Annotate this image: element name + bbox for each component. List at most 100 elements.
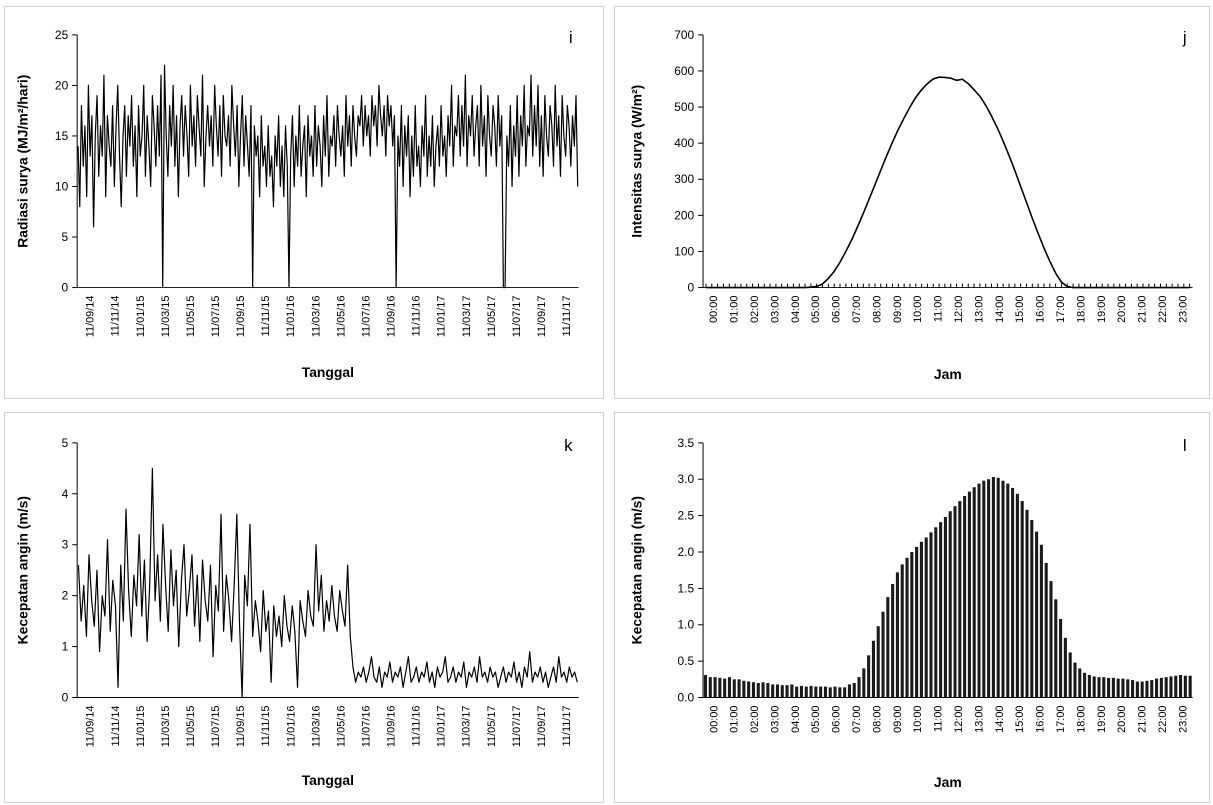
y-tick-label: 2.5 bbox=[678, 509, 695, 523]
x-tick-label: 12:00 bbox=[953, 296, 965, 323]
x-tick-label: 00:00 bbox=[708, 705, 720, 732]
panel-letter: j bbox=[1182, 28, 1187, 47]
y-axis-title: Intensitas surya (W/m²) bbox=[628, 85, 644, 238]
chart-panel-i: 0 5 10 15 20 25 11/09/14 11/11/14 11/01/15 11/03/… bbox=[4, 6, 604, 399]
x-tick-label: 11/09/14 bbox=[85, 705, 97, 747]
bar bbox=[780, 685, 784, 698]
y-tick-label: 3.5 bbox=[678, 436, 695, 450]
bar bbox=[1179, 674, 1183, 698]
x-axis-title: Tanggal bbox=[302, 772, 354, 788]
y-tick-label: 2 bbox=[62, 589, 69, 603]
bar bbox=[1030, 519, 1034, 698]
bar bbox=[948, 511, 952, 698]
bar bbox=[766, 682, 770, 698]
x-tick-label: 11/09/15 bbox=[235, 705, 247, 747]
x-tick-label: 11/01/16 bbox=[285, 296, 297, 338]
y-tick-label: 300 bbox=[674, 172, 694, 186]
x-tick-label: 06:00 bbox=[831, 296, 843, 323]
x-tick-label: 11/05/17 bbox=[486, 296, 498, 338]
bar bbox=[905, 557, 909, 698]
bar bbox=[1121, 678, 1125, 698]
bar bbox=[790, 684, 794, 698]
y-tick-label: 4 bbox=[62, 487, 69, 501]
x-tick-label: 12:00 bbox=[953, 705, 965, 732]
x-tick-label: 11/09/15 bbox=[235, 296, 247, 338]
x-tick-label: 20:00 bbox=[1116, 705, 1128, 732]
y-tick-label: 100 bbox=[674, 244, 694, 258]
bar bbox=[881, 611, 885, 698]
bar bbox=[828, 687, 832, 698]
x-tick-label: 05:00 bbox=[810, 296, 822, 323]
x-tick-label: 10:00 bbox=[912, 705, 924, 732]
y-tick-label: 400 bbox=[674, 136, 694, 150]
chart-panel-l: 0.0 0.5 1.0 1.5 2.0 2.5 3.0 3.5 00:00 01:00 02:00 0… bbox=[614, 412, 1210, 803]
bar bbox=[929, 532, 933, 698]
bar bbox=[857, 677, 861, 698]
x-tick-label: 17:00 bbox=[1055, 296, 1067, 323]
x-tick-label: 11/01/17 bbox=[436, 296, 448, 338]
x-tick-label: 11/05/15 bbox=[185, 705, 197, 747]
bar bbox=[958, 501, 962, 698]
bar bbox=[713, 677, 717, 698]
bar bbox=[1092, 676, 1096, 698]
bar bbox=[876, 626, 880, 698]
x-tick-label: 01:00 bbox=[729, 705, 741, 732]
bar bbox=[987, 479, 991, 698]
bar bbox=[1035, 531, 1039, 698]
bar bbox=[804, 686, 808, 698]
x-tick-label: 22:00 bbox=[1157, 705, 1169, 732]
bar bbox=[939, 522, 943, 698]
x-tick-label: 11/09/17 bbox=[536, 296, 548, 338]
bar bbox=[1164, 677, 1168, 698]
bar bbox=[934, 527, 938, 698]
x-tick-label: 11/11/14 bbox=[110, 705, 122, 746]
bar bbox=[1078, 668, 1082, 698]
x-tick-label: 07:00 bbox=[851, 296, 863, 323]
bar bbox=[843, 687, 847, 698]
bar bbox=[991, 477, 995, 698]
y-tick-label: 1.5 bbox=[678, 581, 695, 595]
series-line bbox=[705, 76, 1190, 289]
y-tick-label: 3 bbox=[62, 538, 69, 552]
bar bbox=[1039, 544, 1043, 698]
chart-i-svg: 0 5 10 15 20 25 11/09/14 11/11/14 11/01/15 11/03/… bbox=[14, 28, 579, 380]
x-tick-label: 14:00 bbox=[994, 705, 1006, 732]
bar bbox=[1025, 509, 1029, 698]
bar bbox=[727, 677, 732, 698]
y-tick-label: 0.0 bbox=[678, 691, 695, 705]
x-tick-label: 19:00 bbox=[1096, 705, 1108, 732]
x-axis-title: Jam bbox=[934, 774, 962, 790]
x-tick-label: 13:00 bbox=[973, 705, 985, 732]
bar bbox=[703, 674, 708, 698]
bar bbox=[1083, 672, 1087, 698]
x-tick-label: 11/03/16 bbox=[310, 296, 322, 338]
bar bbox=[799, 685, 803, 698]
y-tick-label: 5 bbox=[62, 436, 69, 450]
y-tick-label: 3.0 bbox=[678, 472, 695, 486]
x-tick-label: 11/11/15 bbox=[260, 296, 272, 337]
bar bbox=[900, 564, 904, 698]
bar bbox=[1174, 675, 1178, 698]
x-axis-title: Jam bbox=[934, 366, 962, 382]
y-tick-label: 2.0 bbox=[678, 545, 695, 559]
x-tick-label: 11/11/14 bbox=[110, 296, 122, 337]
x-tick-label: 05:00 bbox=[810, 705, 822, 732]
bar bbox=[852, 682, 856, 698]
chart-j-svg: 0 100 200 300 400 500 600 700 00:00 01:00 02:00 03:… bbox=[628, 28, 1193, 382]
x-tick-label: 15:00 bbox=[1014, 705, 1026, 732]
bar bbox=[1044, 562, 1048, 698]
bar bbox=[742, 680, 746, 698]
x-axis-title: Tanggal bbox=[302, 364, 354, 380]
x-tick-label: 11/03/16 bbox=[310, 705, 322, 747]
x-tick-label: 11/07/17 bbox=[511, 296, 523, 338]
bar bbox=[982, 480, 986, 698]
x-tick-label: 11/07/17 bbox=[511, 705, 523, 747]
bar bbox=[756, 682, 760, 698]
bar bbox=[1126, 679, 1130, 698]
x-tick-label: 11/07/15 bbox=[210, 296, 222, 338]
x-tick-label: 20:00 bbox=[1116, 296, 1128, 323]
y-tick-label: 0 bbox=[687, 281, 694, 295]
bar bbox=[963, 495, 967, 698]
x-tick-label: 07:00 bbox=[851, 705, 863, 732]
bar bbox=[953, 506, 957, 698]
